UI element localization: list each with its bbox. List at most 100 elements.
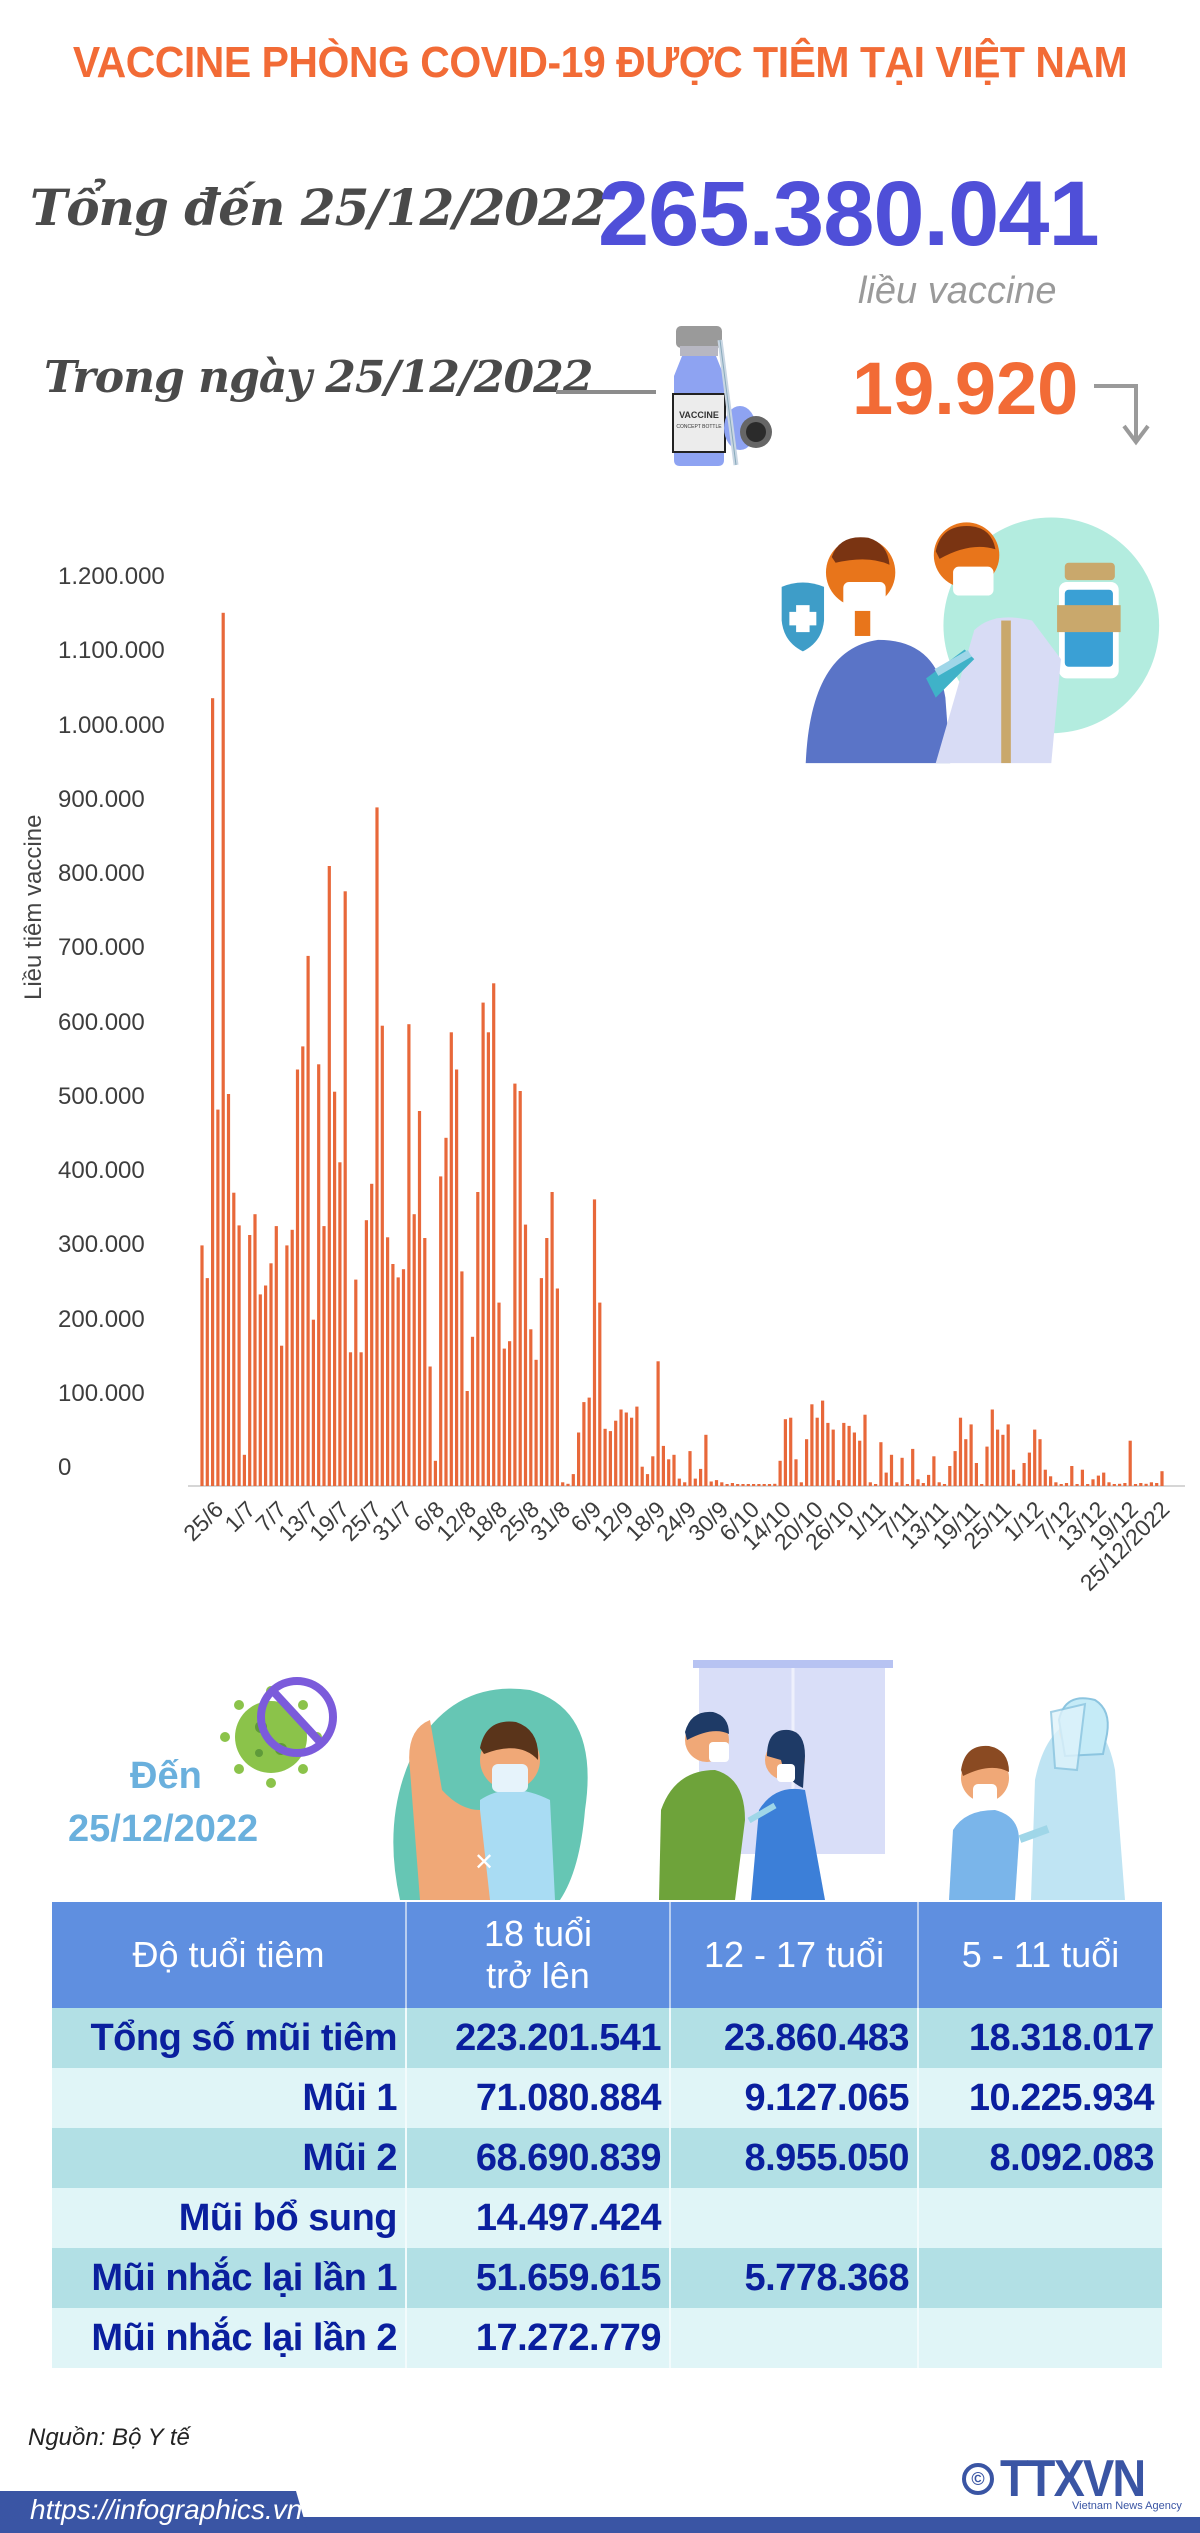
header-age-group: Độ tuổi tiêm [52, 1902, 407, 2008]
bar [317, 1064, 321, 1486]
bar [783, 1419, 787, 1486]
bar [444, 1137, 448, 1486]
no-virus-icon [220, 1677, 337, 1788]
bar [221, 612, 225, 1486]
bar [513, 1083, 517, 1486]
bar [948, 1466, 952, 1486]
logo-text: TTXVN [1000, 2450, 1146, 2508]
cell-18-plus: 71.080.884 [406, 2068, 671, 2128]
bar [502, 1348, 506, 1486]
bar [778, 1460, 782, 1486]
bar [301, 1046, 305, 1486]
bar [242, 1454, 246, 1486]
bar [343, 891, 347, 1486]
bar [401, 1269, 406, 1486]
y-tick-label: 100.000 [58, 1379, 145, 1407]
y-tick-label: 200.000 [58, 1305, 145, 1333]
bar [789, 1417, 793, 1486]
bar [200, 1245, 204, 1486]
bar [815, 1417, 819, 1486]
bar [274, 1226, 278, 1486]
y-tick-label: 700.000 [58, 934, 145, 962]
bar [1091, 1479, 1095, 1486]
row-label: Mũi nhắc lại lần 1 [52, 2248, 407, 2308]
as-of-label: Đến [130, 1755, 202, 1797]
bar [746, 1484, 750, 1486]
row-label: Mũi nhắc lại lần 2 [52, 2308, 407, 2368]
bar [884, 1472, 888, 1486]
bar [651, 1456, 655, 1486]
website-link[interactable]: https://infographics.vn [30, 2494, 303, 2525]
as-of-date: 25/12/2022 [68, 1808, 259, 1850]
bar [730, 1483, 734, 1486]
cell-12-17 [670, 2188, 919, 2248]
table-header-row: Độ tuổi tiêm 18 tuổi trở lên 12 - 17 tuổ… [52, 1902, 1162, 2008]
total-unit-label: liều vaccine [858, 270, 1057, 312]
row-label: Mũi bổ sung [52, 2188, 407, 2248]
bar [333, 1091, 337, 1486]
cell-12-17: 23.860.483 [670, 2008, 919, 2068]
bar [566, 1483, 570, 1486]
bar [927, 1474, 931, 1486]
bar [958, 1417, 963, 1486]
bar [762, 1484, 766, 1486]
bar [311, 1319, 315, 1486]
bar [264, 1285, 268, 1486]
bar [561, 1482, 565, 1486]
bar [1006, 1424, 1010, 1486]
bar [847, 1425, 851, 1486]
bar [327, 866, 331, 1486]
bar [900, 1457, 904, 1486]
bar [980, 1484, 984, 1486]
bar [348, 1352, 353, 1486]
bar [226, 1094, 231, 1486]
bar [380, 1025, 384, 1487]
bar [1149, 1482, 1153, 1486]
bar [889, 1454, 894, 1486]
bar [974, 1463, 978, 1486]
bar [290, 1229, 294, 1486]
cell-12-17: 5.778.368 [670, 2248, 919, 2308]
bar [280, 1345, 284, 1486]
bar [863, 1414, 867, 1486]
bar [953, 1451, 957, 1486]
cell-18-plus: 51.659.615 [406, 2248, 671, 2308]
bar [322, 1226, 326, 1486]
bar [391, 1264, 395, 1486]
bar [571, 1474, 575, 1486]
y-tick-label: 600.000 [58, 1008, 145, 1036]
bar [688, 1451, 692, 1486]
bar [1144, 1483, 1148, 1486]
bar [529, 1329, 533, 1486]
bar [1075, 1484, 1079, 1486]
header-18-plus-line2: trở lên [486, 1955, 590, 1996]
bar [757, 1484, 761, 1486]
bar [736, 1484, 740, 1486]
bar [905, 1484, 909, 1486]
bar [211, 698, 215, 1486]
y-tick-label: 0 [58, 1454, 72, 1481]
page-title: VACCINE PHÒNG COVID-19 ĐƯỢC TIÊM TẠI VIỆ… [72, 38, 1128, 87]
bar [1049, 1476, 1053, 1486]
table-row: Mũi 1 71.080.884 9.127.065 10.225.934 [52, 2068, 1162, 2128]
bar [598, 1302, 602, 1486]
bar [518, 1091, 522, 1486]
bar [295, 1069, 300, 1486]
source-note: Nguồn: Bộ Y tế [28, 2424, 190, 2451]
bar [773, 1483, 777, 1486]
header-5-11: 5 - 11 tuổi [918, 1902, 1162, 2008]
connector-line [556, 390, 656, 394]
bar [577, 1432, 581, 1486]
bar [492, 983, 496, 1486]
bar [465, 1391, 469, 1486]
footer-tab [0, 2491, 308, 2533]
bar [1139, 1483, 1143, 1486]
bar [258, 1294, 262, 1486]
cell-12-17: 8.955.050 [670, 2128, 919, 2188]
bar [237, 1225, 241, 1486]
bar [667, 1459, 671, 1486]
y-tick-label: 900.000 [58, 785, 145, 813]
vaccination-by-age-table: Độ tuổi tiêm 18 tuổi trở lên 12 - 17 tuổ… [52, 1902, 1162, 2368]
bar [386, 1237, 390, 1486]
bar [550, 1192, 554, 1486]
